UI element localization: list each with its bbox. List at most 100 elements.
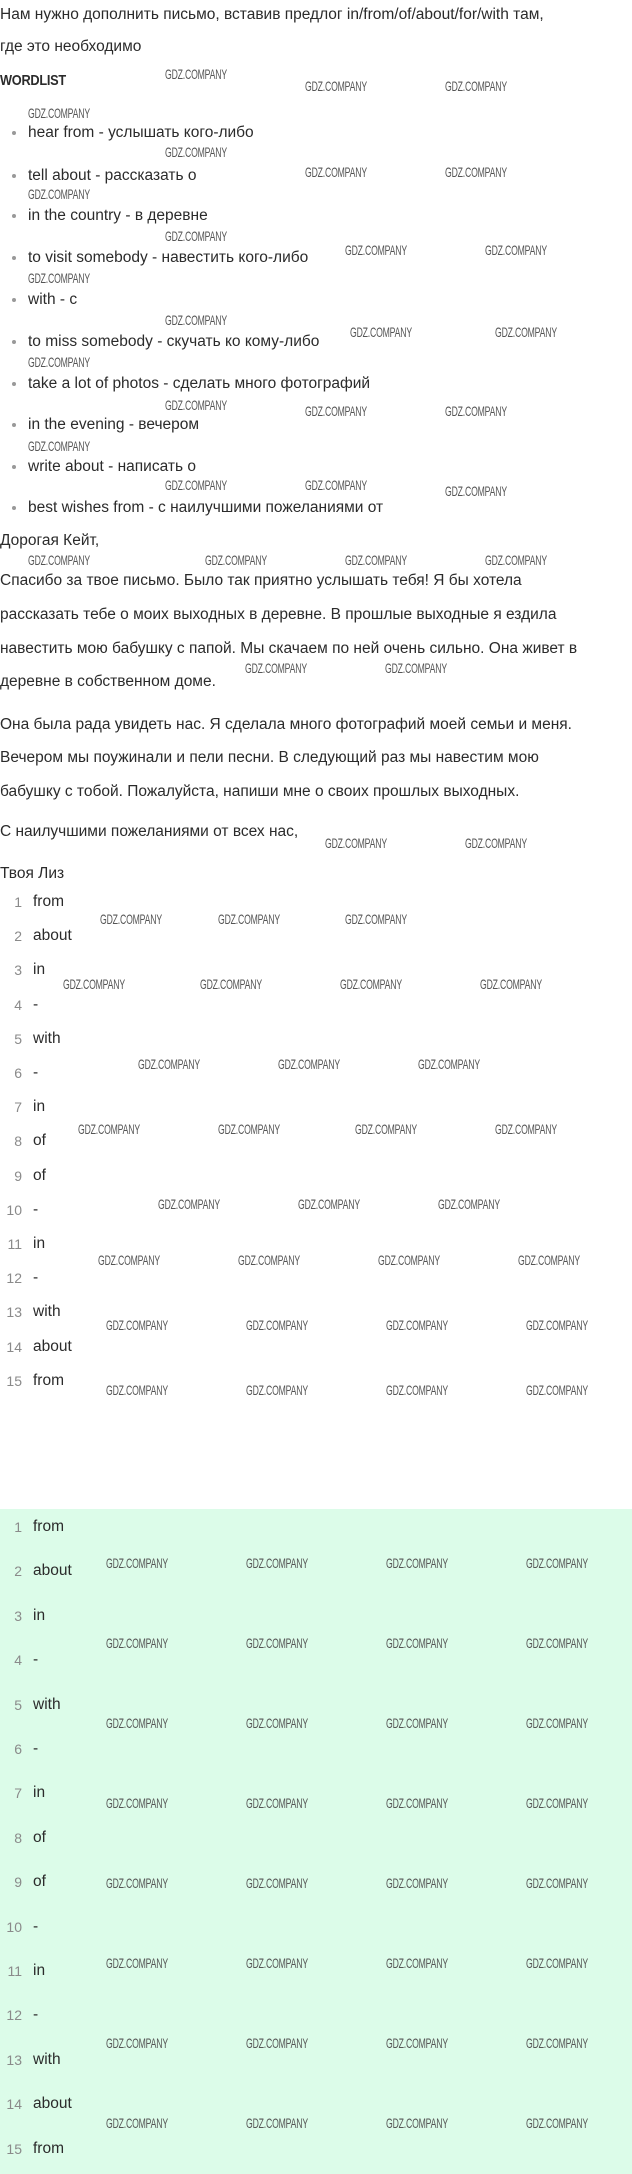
watermark: GDZ.COMPANY xyxy=(278,1056,340,1072)
highlighted-answer-list: 1 from 2 about 3 in 4-5 with 6-7 in 8 of 9 of 10-11 in 1… xyxy=(0,1509,632,2174)
wordlist-item: to visit somebody - навестить кого-либо xyxy=(12,249,308,267)
wordlist-item: write about - написать о xyxy=(12,458,196,476)
watermark: GDZ.COMPANY xyxy=(345,552,407,568)
wordlist-item: to miss somebody - скучать ко кому-либо xyxy=(12,333,319,351)
letter-line: Вечером мы поужинали и пели песни. В сле… xyxy=(0,749,539,766)
watermark: GDZ.COMPANY xyxy=(378,1252,440,1268)
answer-value: of xyxy=(33,1167,46,1184)
watermark: GDZ.COMPANY xyxy=(165,228,227,244)
answer-number: 6 xyxy=(14,1065,22,1081)
answer-number: 8 xyxy=(14,1830,22,1846)
answer-number: 14 xyxy=(6,2096,22,2112)
watermark: GDZ.COMPANY xyxy=(386,1382,448,1398)
answer-value: about xyxy=(33,1562,72,1579)
bullet-icon xyxy=(12,297,16,302)
wordlist-item: in the country - в деревне xyxy=(12,207,208,225)
watermark: GDZ.COMPANY xyxy=(385,660,447,676)
bullet-icon xyxy=(12,339,16,344)
letter-line: Твоя Лиз xyxy=(0,865,65,882)
watermark: GDZ.COMPANY xyxy=(165,312,227,328)
answer-value: - xyxy=(33,1201,39,1218)
watermark: GDZ.COMPANY xyxy=(445,164,507,180)
answer-number: 15 xyxy=(6,1373,22,1389)
watermark: GDZ.COMPANY xyxy=(158,1196,220,1212)
watermark: GDZ.COMPANY xyxy=(28,552,90,568)
answer-number: 7 xyxy=(14,1099,22,1115)
answer-value: from xyxy=(33,1372,64,1389)
watermark: GDZ.COMPANY xyxy=(325,835,387,851)
watermark: GDZ.COMPANY xyxy=(63,976,125,992)
answer-number: 5 xyxy=(14,1031,22,1047)
answer-value: in xyxy=(33,1098,46,1115)
answer-value: with xyxy=(33,1030,61,1047)
bullet-icon xyxy=(12,464,16,469)
watermark: GDZ.COMPANY xyxy=(245,660,307,676)
answer-value: - xyxy=(33,996,39,1013)
watermark: GDZ.COMPANY xyxy=(28,186,90,202)
answer-value: in xyxy=(33,1607,46,1624)
answer-value: of xyxy=(33,1132,46,1149)
watermark: GDZ.COMPANY xyxy=(305,477,367,493)
answer-number: 14 xyxy=(6,1339,22,1355)
watermark: GDZ.COMPANY xyxy=(28,438,90,454)
watermark: GDZ.COMPANY xyxy=(218,911,280,927)
watermark: GDZ.COMPANY xyxy=(386,1317,448,1333)
watermark: GDZ.COMPANY xyxy=(106,1317,168,1333)
answer-number: 11 xyxy=(7,1963,22,1979)
answer-number: 2 xyxy=(14,1563,22,1579)
answer-number: 11 xyxy=(7,1236,22,1252)
watermark: GDZ.COMPANY xyxy=(526,1382,588,1398)
answer-value: of xyxy=(33,1873,46,1890)
wordlist-item-text: tell about - рассказать о xyxy=(28,167,197,184)
answer-value: about xyxy=(33,927,72,944)
answer-value: about xyxy=(33,1338,72,1355)
wordlist-item-text: with - с xyxy=(28,291,78,308)
watermark: GDZ.COMPANY xyxy=(246,1317,308,1333)
watermark: GDZ.COMPANY xyxy=(106,1382,168,1398)
watermark: GDZ.COMPANY xyxy=(138,1056,200,1072)
watermark: GDZ.COMPANY xyxy=(165,397,227,413)
answer-value: from xyxy=(33,2140,64,2157)
watermark: GDZ.COMPANY xyxy=(445,483,507,499)
watermark: GDZ.COMPANY xyxy=(350,324,412,340)
answer-value: with xyxy=(33,2051,61,2068)
watermark: GDZ.COMPANY xyxy=(480,976,542,992)
answer-value: in xyxy=(33,1784,46,1801)
wordlist-item: hear from - услышать кого-либо xyxy=(12,124,254,142)
answer-value: in xyxy=(33,1962,46,1979)
answer-value: - xyxy=(33,1918,39,1935)
answer-value: from xyxy=(33,893,64,910)
answer-number: 10 xyxy=(6,1202,22,1218)
watermark: GDZ.COMPANY xyxy=(238,1252,300,1268)
letter-line: С наилучшими пожеланиями от всех нас, xyxy=(0,823,299,840)
watermark: GDZ.COMPANY xyxy=(165,144,227,160)
letter-line: рассказать тебе о моих выходных в деревн… xyxy=(0,606,557,623)
answer-number: 9 xyxy=(14,1168,22,1184)
watermark: GDZ.COMPANY xyxy=(438,1196,500,1212)
task-instruction-line-1: Нам нужно дополнить письмо, вставив пред… xyxy=(0,6,544,23)
watermark: GDZ.COMPANY xyxy=(340,976,402,992)
wordlist-item-text: to visit somebody - навестить кого-либо xyxy=(28,249,309,266)
answer-number: 1 xyxy=(14,894,22,910)
letter-line: Спасибо за твое письмо. Было так приятно… xyxy=(0,572,522,589)
bullet-icon xyxy=(12,130,16,135)
answer-number: 12 xyxy=(6,2007,22,2023)
watermark: GDZ.COMPANY xyxy=(165,66,227,82)
wordlist-item-text: in the country - в деревне xyxy=(28,207,208,224)
watermark: GDZ.COMPANY xyxy=(100,911,162,927)
watermark: GDZ.COMPANY xyxy=(305,164,367,180)
answer-value: - xyxy=(33,1269,39,1286)
answer-value: of xyxy=(33,1829,46,1846)
watermark: GDZ.COMPANY xyxy=(355,1121,417,1137)
wordlist-item-text: best wishes from - с наилучшими пожелани… xyxy=(28,499,384,516)
letter-line: деревне в собственном доме. xyxy=(0,673,216,690)
answer-number: 6 xyxy=(14,1741,22,1757)
watermark: GDZ.COMPANY xyxy=(345,911,407,927)
bullet-icon xyxy=(12,381,16,386)
answer-number: 5 xyxy=(14,1697,22,1713)
answer-value: with xyxy=(33,1696,61,1713)
answer-number: 8 xyxy=(14,1133,22,1149)
watermark: GDZ.COMPANY xyxy=(495,324,557,340)
bullet-icon xyxy=(12,505,16,510)
answer-number: 10 xyxy=(6,1919,22,1935)
